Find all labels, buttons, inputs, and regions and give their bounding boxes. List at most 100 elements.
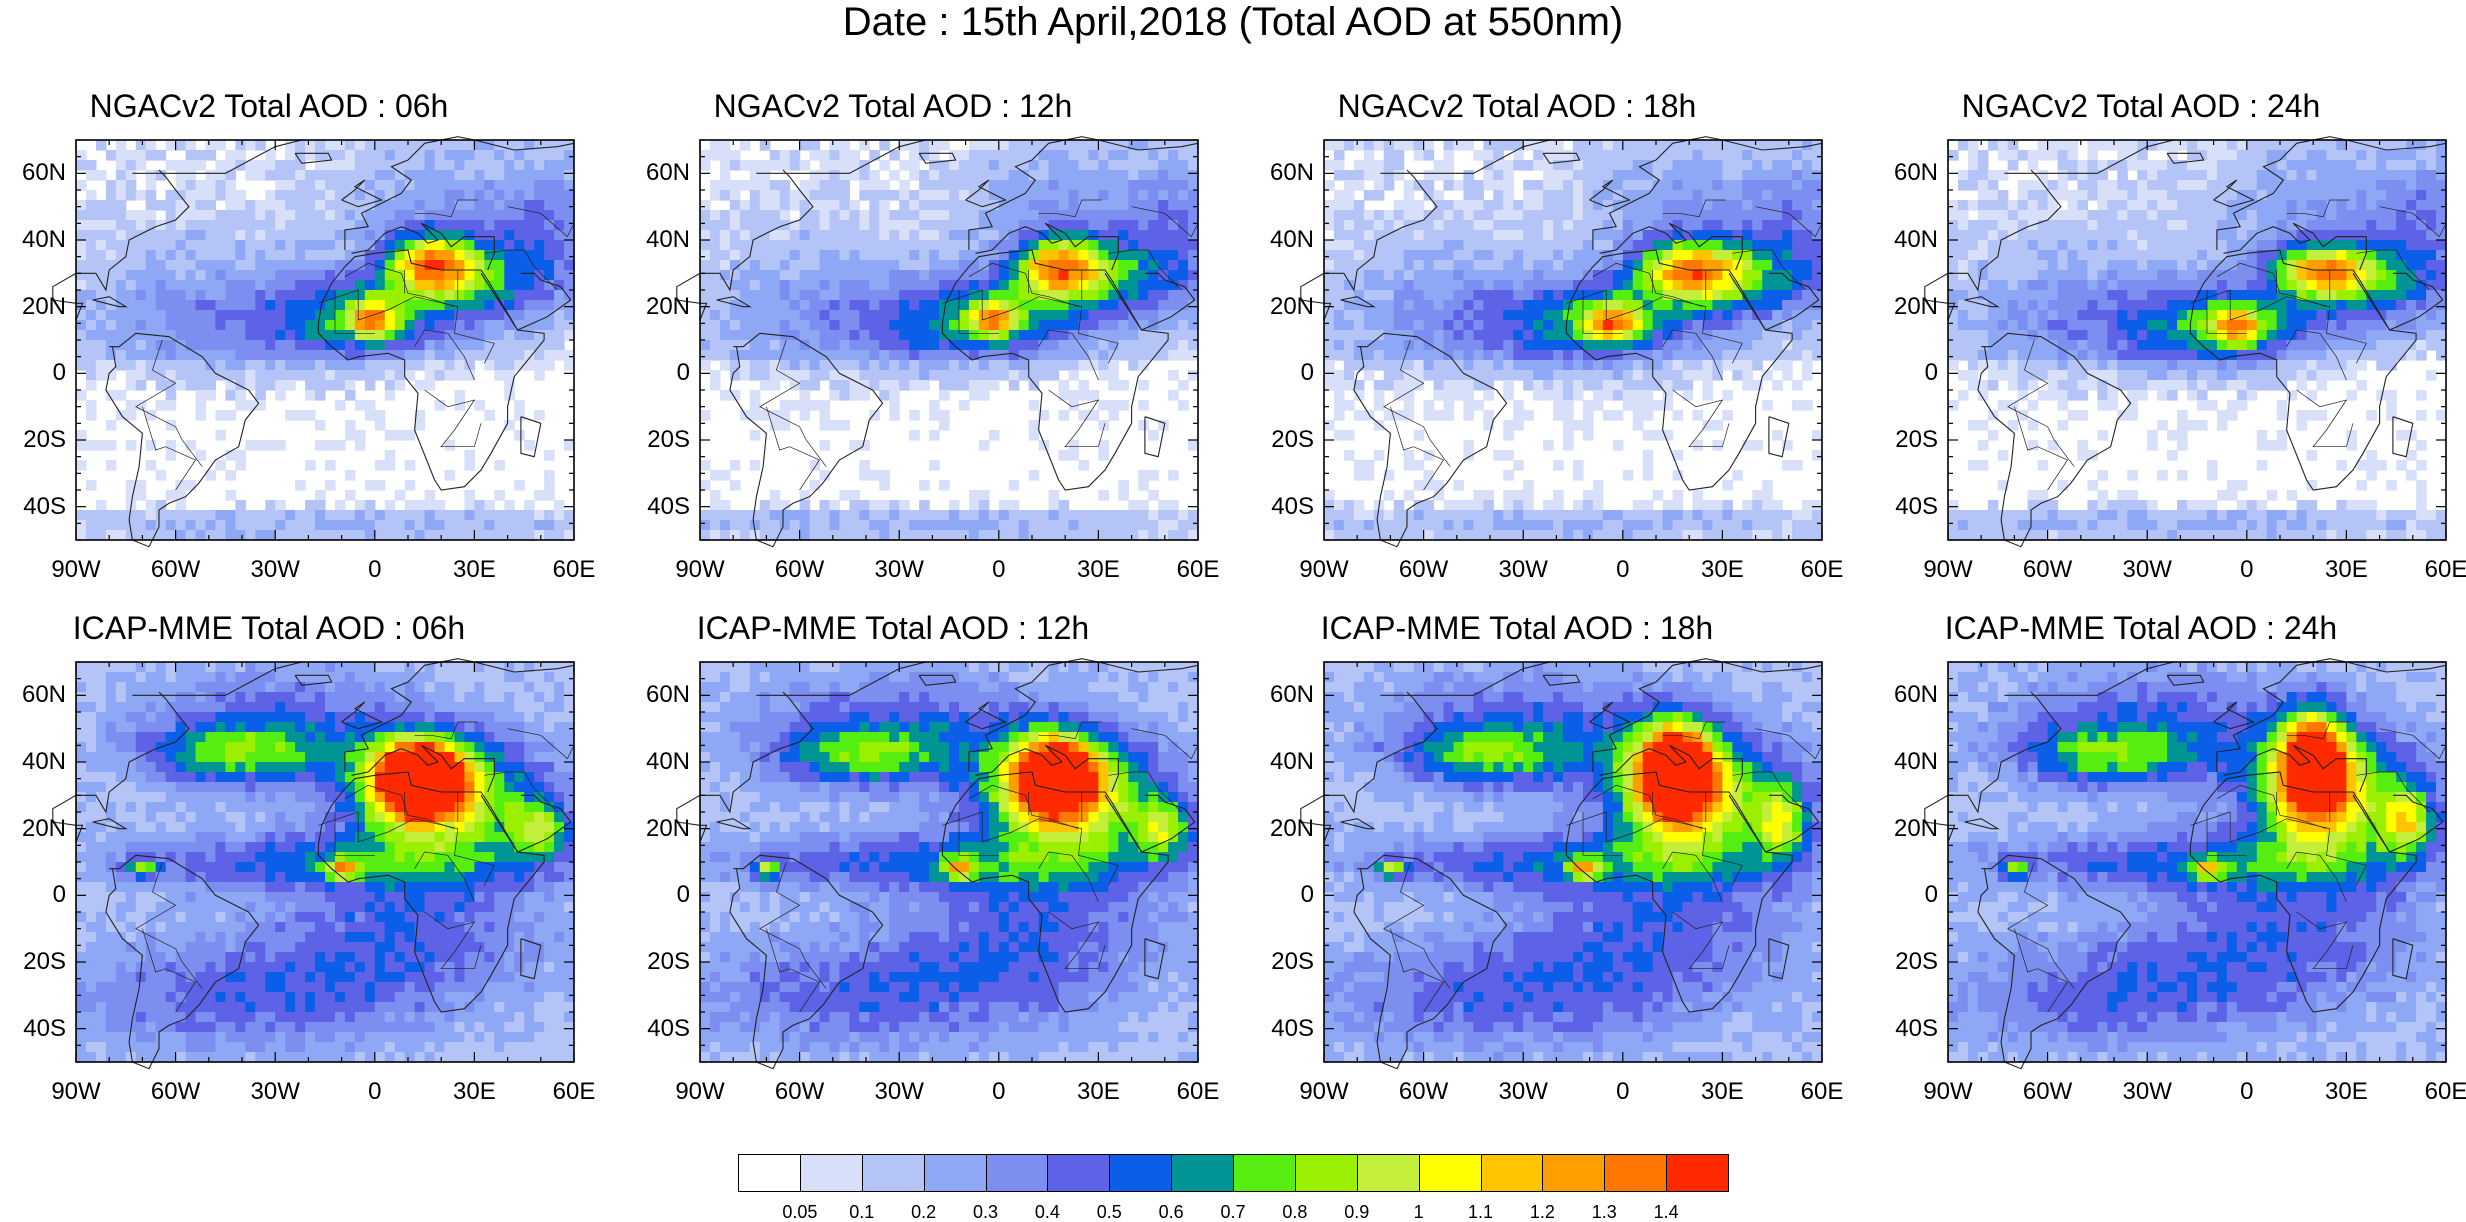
country-border [2286,329,2347,381]
aod-field [52,136,575,548]
coastline [975,744,1119,793]
lon-label: 90W [1299,556,1349,583]
colorbar-tick-label: 0.3 [972,1202,999,1222]
map-panel-ngacv2-18h: NGACv2 Total AOD : 18h 60N 40N 20N 0 20S 40S 90… [1252,88,1843,648]
country-border [424,911,482,970]
lat-label: 20S [1895,948,1938,975]
country-border [1732,771,1806,813]
aod-field [1924,658,2447,1070]
country-border [942,811,1119,886]
lat-label: 40N [645,226,690,253]
coastline [1964,296,2000,308]
lat-label: 60N [1893,681,1938,709]
panel-title: NGACv2 Total AOD : 24h [1961,88,2321,124]
coastline [729,332,884,548]
coastline [341,179,383,208]
coastline [965,701,1007,730]
lat-label: 60N [1269,159,1314,187]
lat-label: 60N [21,681,66,709]
colorbar-swatch [861,1154,925,1192]
country-border [142,406,197,491]
lat-label: 40S [1895,1014,1938,1042]
coastline [2392,416,2414,458]
coastline [941,771,1169,1013]
lat-label: 0 [1924,881,1938,909]
panel-title: ICAP-MME Total AOD : 12h [696,610,1090,646]
coastline [132,661,302,696]
country-border [1662,329,1723,381]
lat-label: 20N [645,292,690,320]
lat-label: 20N [21,292,66,320]
country-border [1662,851,1723,903]
country-border [2379,206,2447,238]
colorbar-tick-label: 1 [1413,1202,1424,1222]
coastline [1924,169,2062,321]
lat-label: 0 [52,881,66,909]
country-border [1131,206,1199,238]
coastline [1565,771,1793,1013]
aod-map [1924,136,2447,548]
colorbar-tick-label: 0.4 [1034,1202,1060,1222]
panel-title: NGACv2 Total AOD : 12h [713,88,1073,124]
coastline [105,332,260,548]
colorbar-swatch [1356,1154,1420,1192]
country-border [318,289,495,364]
lon-label: 60E [1800,1078,1844,1105]
coastline [2216,136,2447,250]
colorbar-tick-label: 1.2 [1529,1202,1555,1222]
coastline [1589,179,1631,208]
aod-field [1924,136,2447,548]
coastline [975,222,1119,271]
country-border [2356,771,2430,813]
lat-label: 60N [645,681,690,709]
coastline [1300,691,1438,843]
lat-label: 0 [676,881,690,909]
country-border [1672,911,1730,970]
lon-label: 90W [675,556,725,583]
panel-title: NGACv2 Total AOD : 06h [89,88,449,124]
country-border [484,771,558,813]
country-border [958,812,999,856]
lat-label: 20S [647,948,690,975]
colorbar-swatch [1480,1154,1544,1192]
country-border [2007,861,2075,989]
aod-map [1924,658,2447,1070]
lat-label: 20S [23,426,66,453]
coastline [92,296,128,308]
lat-label: 20S [1895,426,1938,453]
country-border [334,290,375,334]
lat-label: 40S [1895,492,1938,520]
colorbar-tick-label: 0.2 [911,1202,937,1222]
country-border [2206,812,2247,856]
lat-label: 40S [23,1014,66,1042]
country-border [1038,721,1102,740]
colorbar-swatch [1047,1154,1111,1192]
aod-map [52,136,575,548]
coastline [2223,222,2367,271]
lon-label: 30E [1077,556,1120,583]
lat-label: 20S [647,426,690,453]
coastline [132,139,302,174]
coastline [317,249,545,491]
country-border [1038,329,1099,381]
map-panel-ngacv2-24h: NGACv2 Total AOD : 24h 60N 40N 20N 0 20S 40S 90… [1876,88,2466,648]
lon-label: 30W [250,1078,300,1105]
country-border [1048,911,1106,970]
coastline [2166,152,2205,164]
lon-label: 0 [992,556,1006,583]
map-panel-icap-mme-18h: ICAP-MME Total AOD : 18h 60N 40N 20N 0 20S 40S… [1252,610,1843,1170]
lat-label: 40S [647,1014,690,1042]
country-border [424,389,482,448]
country-border [942,289,1119,364]
aod-map [676,136,1199,548]
country-border [484,249,558,291]
coastline [918,674,957,686]
lon-label: 90W [51,1078,101,1105]
country-border [1048,389,1106,448]
coastline [1144,938,1166,980]
coastline [676,691,814,843]
country-border [1108,771,1182,813]
map-panel-icap-mme-24h: ICAP-MME Total AOD : 24h 60N 40N 20N 0 20S 40S… [1876,610,2466,1170]
lat-label: 0 [1300,881,1314,909]
colorbar-swatch [1109,1154,1173,1192]
